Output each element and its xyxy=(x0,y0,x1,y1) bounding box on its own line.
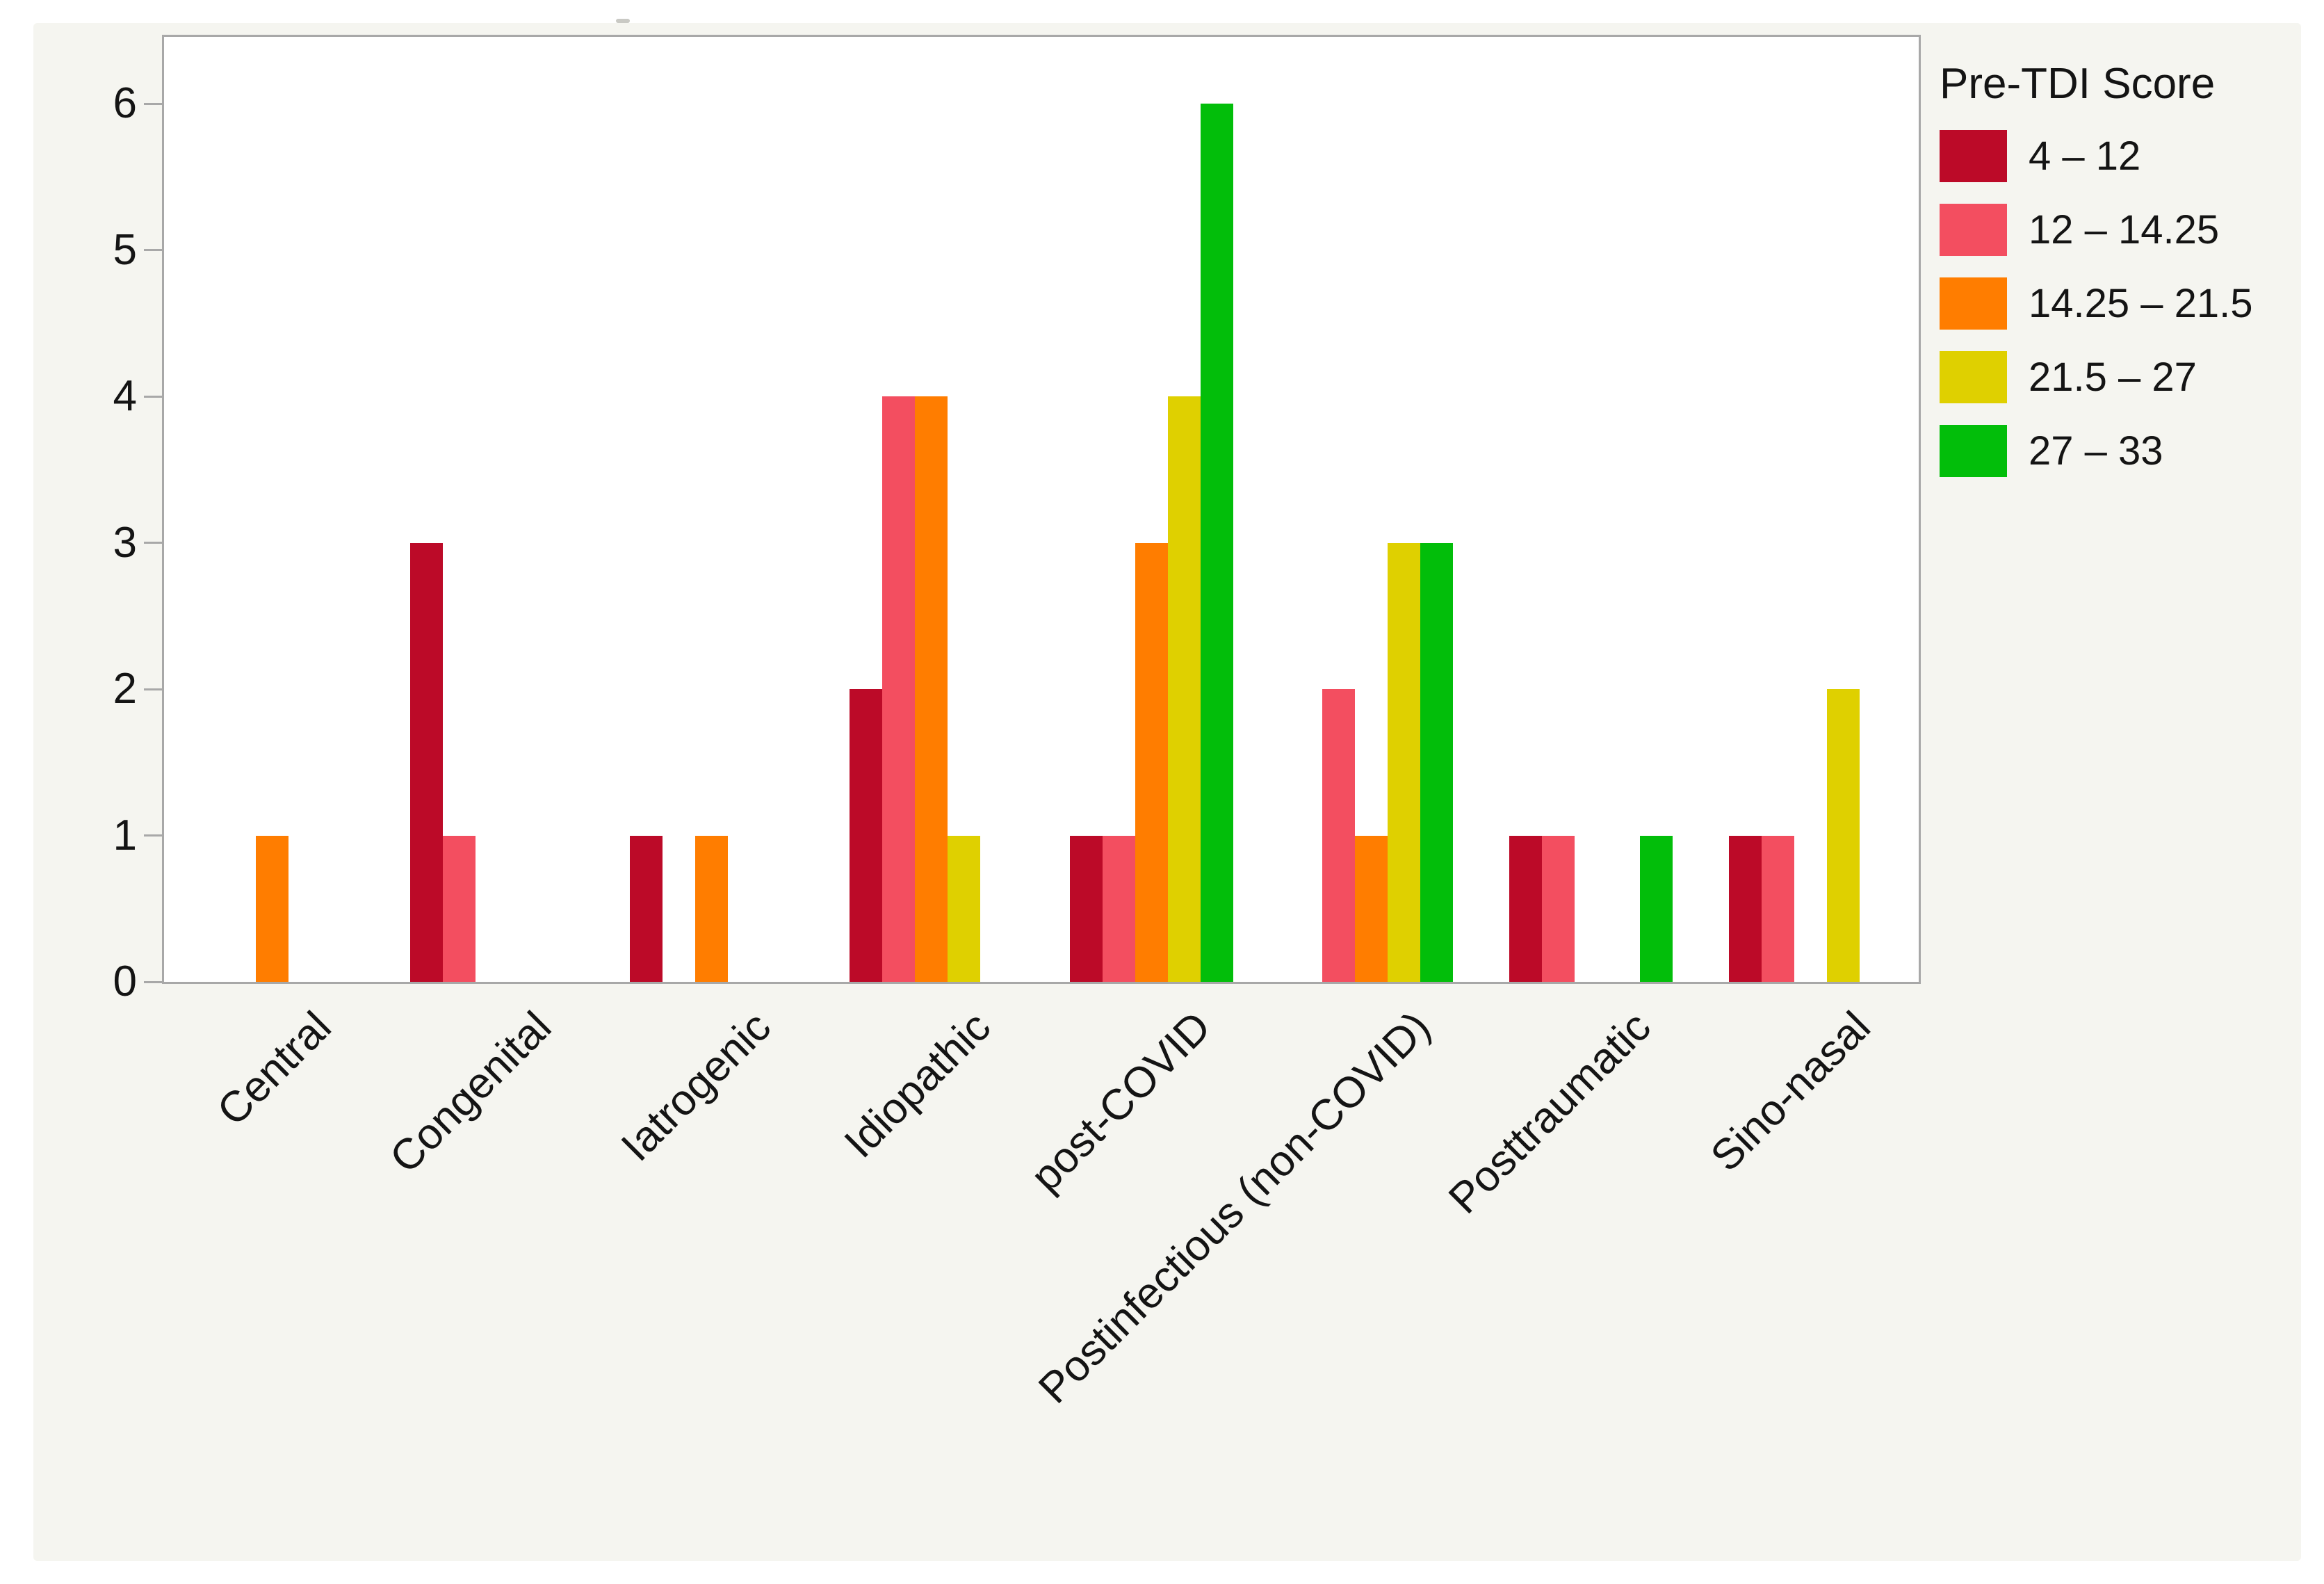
y-tick-mark xyxy=(144,834,162,837)
y-tick-label: 4 xyxy=(113,372,137,420)
bar-Sino-nasal-12 – 14.25[interactable] xyxy=(1762,835,1795,982)
y-tick-mark xyxy=(144,395,162,398)
bar-Sino-nasal-4 – 12[interactable] xyxy=(1729,835,1762,982)
legend-label: 4 – 12 xyxy=(2029,134,2141,179)
legend: Pre-TDI Score 4 – 12 12 – 14.25 14.25 – 21… xyxy=(1940,59,2315,499)
bar-Postinfectious (non-COVID)-21.5 – 27[interactable] xyxy=(1387,542,1420,982)
y-tick-label: 6 xyxy=(113,79,137,127)
splitter-handle-artifact[interactable] xyxy=(616,19,630,23)
y-tick-mark xyxy=(144,249,162,251)
legend-label: 21.5 – 27 xyxy=(2029,355,2197,400)
bar-Congenital-12 – 14.25[interactable] xyxy=(442,835,476,982)
legend-entry: 27 – 33 xyxy=(1940,425,2315,477)
bar-Idiopathic-12 – 14.25[interactable] xyxy=(882,396,916,982)
y-tick-mark xyxy=(144,542,162,544)
y-tick-label: 1 xyxy=(113,811,137,859)
legend-swatch[interactable] xyxy=(1940,351,2007,403)
legend-entry: 12 – 14.25 xyxy=(1940,204,2315,256)
bar-post-COVID-21.5 – 27[interactable] xyxy=(1167,396,1201,982)
legend-entry: 21.5 – 27 xyxy=(1940,351,2315,403)
y-tick-mark xyxy=(144,688,162,690)
legend-label: 27 – 33 xyxy=(2029,428,2163,474)
bar-Posttraumatic-27 – 33[interactable] xyxy=(1640,835,1673,982)
legend-swatch[interactable] xyxy=(1940,277,2007,330)
bar-Postinfectious (non-COVID)-27 – 33[interactable] xyxy=(1420,542,1453,982)
bar-Idiopathic-21.5 – 27[interactable] xyxy=(948,835,981,982)
bar-Postinfectious (non-COVID)-14.25 – 21.5[interactable] xyxy=(1354,835,1388,982)
bar-Iatrogenic-14.25 – 21.5[interactable] xyxy=(695,835,729,982)
y-tick-label: 0 xyxy=(113,957,137,1005)
y-tick-mark xyxy=(144,102,162,105)
legend-swatch[interactable] xyxy=(1940,425,2007,477)
bar-Idiopathic-14.25 – 21.5[interactable] xyxy=(915,396,948,982)
legend-entry: 14.25 – 21.5 xyxy=(1940,277,2315,330)
bar-post-COVID-27 – 33[interactable] xyxy=(1200,104,1233,982)
legend-entries: 4 – 12 12 – 14.25 14.25 – 21.5 21.5 – 27 27 … xyxy=(1940,130,2315,477)
bar-Congenital-4 – 12[interactable] xyxy=(409,542,443,982)
y-tick-label: 2 xyxy=(113,665,137,713)
bar-Posttraumatic-4 – 12[interactable] xyxy=(1509,835,1543,982)
legend-label: 12 – 14.25 xyxy=(2029,207,2220,252)
bar-Posttraumatic-12 – 14.25[interactable] xyxy=(1542,835,1575,982)
y-tick-mark xyxy=(144,980,162,983)
legend-title: Pre-TDI Score xyxy=(1940,60,2216,108)
legend-label: 14.25 – 21.5 xyxy=(2029,281,2253,326)
legend-entry: 4 – 12 xyxy=(1940,130,2315,182)
bar-post-COVID-14.25 – 21.5[interactable] xyxy=(1135,542,1168,982)
y-tick-label: 3 xyxy=(113,518,137,567)
bar-Iatrogenic-4 – 12[interactable] xyxy=(630,835,663,982)
bar-post-COVID-4 – 12[interactable] xyxy=(1069,835,1103,982)
bar-Central-14.25 – 21.5[interactable] xyxy=(255,835,289,982)
legend-swatch[interactable] xyxy=(1940,130,2007,182)
bar-post-COVID-12 – 14.25[interactable] xyxy=(1102,835,1135,982)
bar-Sino-nasal-21.5 – 27[interactable] xyxy=(1827,689,1860,982)
plot-area xyxy=(162,35,1921,984)
bar-Idiopathic-4 – 12[interactable] xyxy=(850,689,883,982)
bar-Postinfectious (non-COVID)-12 – 14.25[interactable] xyxy=(1322,689,1355,982)
legend-swatch[interactable] xyxy=(1940,204,2007,256)
y-tick-label: 5 xyxy=(113,225,137,274)
